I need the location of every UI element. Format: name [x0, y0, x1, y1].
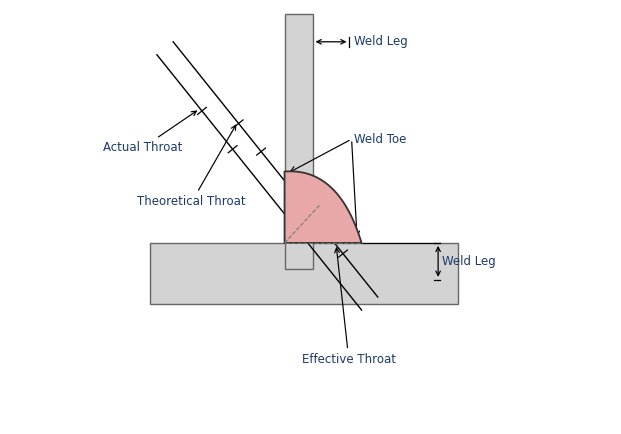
Text: Weld Leg: Weld Leg	[354, 35, 407, 48]
Bar	[150, 243, 458, 303]
Text: Weld Leg: Weld Leg	[442, 255, 496, 268]
Text: Weld Toe: Weld Toe	[354, 133, 406, 146]
Text: Theoretical Throat: Theoretical Throat	[137, 125, 246, 208]
Text: Actual Throat: Actual Throat	[103, 111, 196, 154]
Text: Effective Throat: Effective Throat	[302, 248, 396, 366]
Bar	[284, 14, 312, 269]
Polygon shape	[284, 171, 361, 243]
